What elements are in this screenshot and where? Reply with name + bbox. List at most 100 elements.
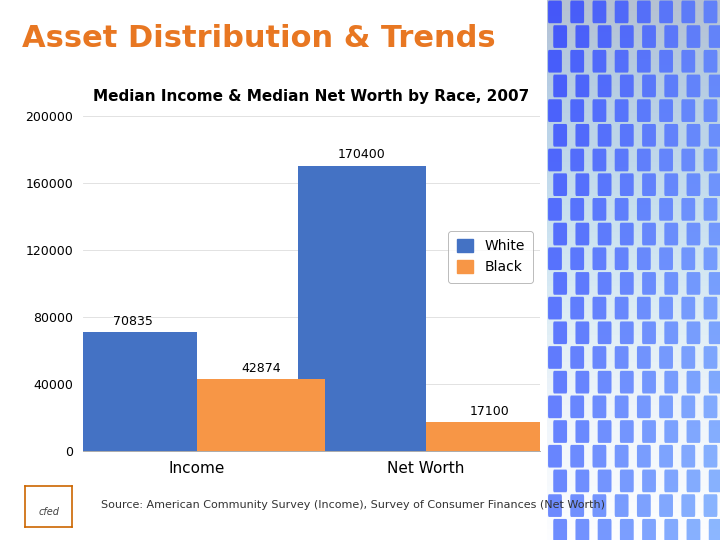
FancyBboxPatch shape <box>637 50 651 72</box>
FancyBboxPatch shape <box>570 395 584 418</box>
FancyBboxPatch shape <box>637 494 651 517</box>
FancyBboxPatch shape <box>642 75 656 97</box>
FancyBboxPatch shape <box>620 371 634 394</box>
FancyBboxPatch shape <box>687 470 701 492</box>
FancyBboxPatch shape <box>553 222 567 245</box>
FancyBboxPatch shape <box>553 272 567 295</box>
FancyBboxPatch shape <box>703 99 717 122</box>
FancyBboxPatch shape <box>665 272 678 295</box>
FancyBboxPatch shape <box>615 395 629 418</box>
FancyBboxPatch shape <box>615 198 629 221</box>
FancyBboxPatch shape <box>703 445 717 468</box>
FancyBboxPatch shape <box>665 25 678 48</box>
FancyBboxPatch shape <box>575 321 589 344</box>
FancyBboxPatch shape <box>548 50 562 72</box>
FancyBboxPatch shape <box>665 321 678 344</box>
FancyBboxPatch shape <box>620 124 634 147</box>
FancyBboxPatch shape <box>642 173 656 196</box>
FancyBboxPatch shape <box>659 1 673 23</box>
FancyBboxPatch shape <box>553 124 567 147</box>
FancyBboxPatch shape <box>681 247 696 270</box>
Text: 70835: 70835 <box>113 315 153 328</box>
FancyBboxPatch shape <box>687 25 701 48</box>
FancyBboxPatch shape <box>681 1 696 23</box>
Bar <box>426 422 554 451</box>
FancyBboxPatch shape <box>637 247 651 270</box>
FancyBboxPatch shape <box>570 494 584 517</box>
FancyBboxPatch shape <box>708 321 720 344</box>
FancyBboxPatch shape <box>548 99 562 122</box>
FancyBboxPatch shape <box>687 272 701 295</box>
Text: 170400: 170400 <box>338 148 386 161</box>
FancyBboxPatch shape <box>575 272 589 295</box>
FancyBboxPatch shape <box>642 470 656 492</box>
FancyBboxPatch shape <box>708 124 720 147</box>
FancyBboxPatch shape <box>598 519 611 540</box>
FancyBboxPatch shape <box>615 148 629 171</box>
FancyBboxPatch shape <box>642 321 656 344</box>
FancyBboxPatch shape <box>593 148 606 171</box>
Text: 42874: 42874 <box>241 362 281 375</box>
FancyBboxPatch shape <box>703 50 717 72</box>
FancyBboxPatch shape <box>687 222 701 245</box>
FancyBboxPatch shape <box>598 173 611 196</box>
FancyBboxPatch shape <box>548 445 562 468</box>
FancyBboxPatch shape <box>681 297 696 320</box>
FancyBboxPatch shape <box>681 445 696 468</box>
FancyBboxPatch shape <box>659 50 673 72</box>
FancyBboxPatch shape <box>708 519 720 540</box>
FancyBboxPatch shape <box>570 247 584 270</box>
FancyBboxPatch shape <box>637 198 651 221</box>
FancyBboxPatch shape <box>703 1 717 23</box>
FancyBboxPatch shape <box>570 1 584 23</box>
FancyBboxPatch shape <box>665 519 678 540</box>
FancyBboxPatch shape <box>598 75 611 97</box>
FancyBboxPatch shape <box>665 173 678 196</box>
FancyBboxPatch shape <box>708 371 720 394</box>
Text: Median Income & Median Net Worth by Race, 2007: Median Income & Median Net Worth by Race… <box>94 89 529 104</box>
FancyBboxPatch shape <box>703 346 717 369</box>
FancyBboxPatch shape <box>687 519 701 540</box>
FancyBboxPatch shape <box>593 50 606 72</box>
FancyBboxPatch shape <box>570 99 584 122</box>
FancyBboxPatch shape <box>593 297 606 320</box>
FancyBboxPatch shape <box>570 50 584 72</box>
FancyBboxPatch shape <box>615 50 629 72</box>
FancyBboxPatch shape <box>659 148 673 171</box>
FancyBboxPatch shape <box>687 75 701 97</box>
FancyBboxPatch shape <box>620 519 634 540</box>
FancyBboxPatch shape <box>659 346 673 369</box>
FancyBboxPatch shape <box>553 470 567 492</box>
FancyBboxPatch shape <box>553 371 567 394</box>
FancyBboxPatch shape <box>598 124 611 147</box>
FancyBboxPatch shape <box>598 222 611 245</box>
FancyBboxPatch shape <box>615 494 629 517</box>
FancyBboxPatch shape <box>665 222 678 245</box>
FancyBboxPatch shape <box>665 420 678 443</box>
FancyBboxPatch shape <box>593 445 606 468</box>
Bar <box>69 332 197 451</box>
FancyBboxPatch shape <box>548 247 562 270</box>
FancyBboxPatch shape <box>642 124 656 147</box>
FancyBboxPatch shape <box>703 198 717 221</box>
FancyBboxPatch shape <box>553 420 567 443</box>
FancyBboxPatch shape <box>708 222 720 245</box>
FancyBboxPatch shape <box>575 173 589 196</box>
FancyBboxPatch shape <box>659 494 673 517</box>
FancyBboxPatch shape <box>593 247 606 270</box>
FancyBboxPatch shape <box>593 198 606 221</box>
FancyBboxPatch shape <box>598 470 611 492</box>
Bar <box>297 166 426 451</box>
FancyBboxPatch shape <box>642 25 656 48</box>
FancyBboxPatch shape <box>681 148 696 171</box>
FancyBboxPatch shape <box>681 494 696 517</box>
FancyBboxPatch shape <box>687 420 701 443</box>
FancyBboxPatch shape <box>708 420 720 443</box>
FancyBboxPatch shape <box>620 272 634 295</box>
FancyBboxPatch shape <box>620 25 634 48</box>
FancyBboxPatch shape <box>593 1 606 23</box>
FancyBboxPatch shape <box>593 395 606 418</box>
FancyBboxPatch shape <box>637 99 651 122</box>
FancyBboxPatch shape <box>575 124 589 147</box>
Text: Asset Distribution & Trends: Asset Distribution & Trends <box>22 24 495 53</box>
